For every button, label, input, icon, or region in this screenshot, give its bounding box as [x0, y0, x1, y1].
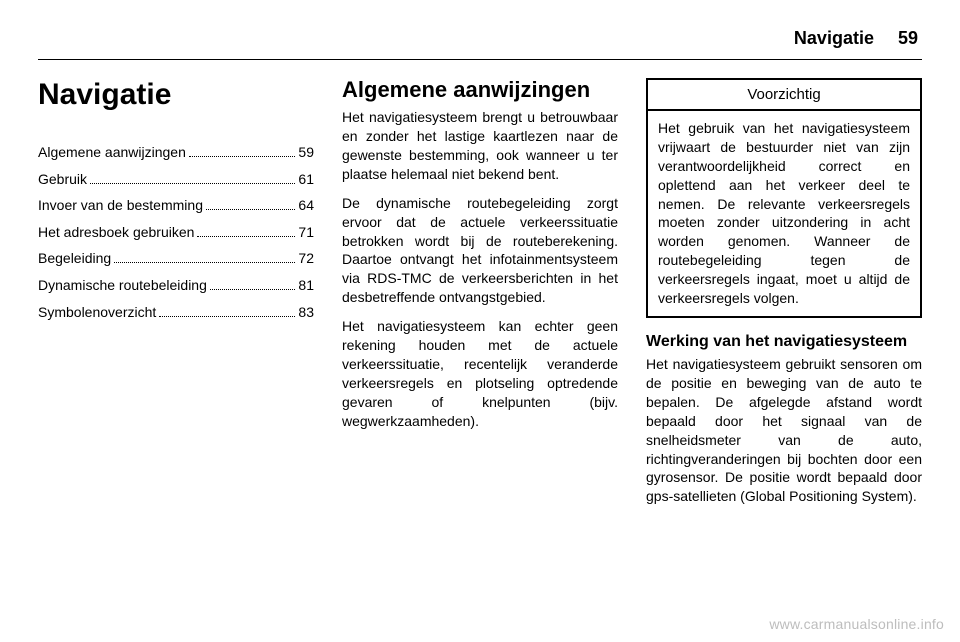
manual-page: Navigatie 59 Navigatie Algemene aanwijzi… — [0, 0, 960, 642]
paragraph: Het navigatiesysteem gebruikt sen­soren … — [646, 355, 922, 506]
toc-row: Algemene aanwijzingen 59 — [38, 139, 314, 166]
page-header: Navigatie 59 — [38, 28, 922, 49]
warning-box: Voorzichtig Het gebruik van het navigati… — [646, 78, 922, 318]
column-1: Navigatie Algemene aanwijzingen 59 Gebru… — [38, 78, 314, 516]
paragraph: Het navigatiesysteem brengt u be­trouwba… — [342, 108, 618, 184]
toc-dots — [159, 316, 295, 317]
header-page-number: 59 — [898, 28, 918, 49]
toc-page: 71 — [298, 219, 314, 246]
toc-label: Symbolenoverzicht — [38, 299, 156, 326]
toc-dots — [197, 236, 295, 237]
toc-dots — [206, 209, 295, 210]
watermark: www.carmanualsonline.info — [769, 616, 944, 632]
warning-body: Het gebruik van het navigatiesys­teem vr… — [648, 111, 920, 316]
section-title: Algemene aanwijzingen — [342, 78, 618, 102]
paragraph: De dynamische routebegeleiding zorgt erv… — [342, 194, 618, 307]
toc-row: Het adresboek gebruiken 71 — [38, 219, 314, 246]
toc-page: 83 — [298, 299, 314, 326]
toc-row: Begeleiding 72 — [38, 245, 314, 272]
toc-label: Dynamische routebeleiding — [38, 272, 207, 299]
toc-dots — [210, 289, 296, 290]
column-3: Voorzichtig Het gebruik van het navigati… — [646, 78, 922, 516]
toc-label: Begeleiding — [38, 245, 111, 272]
warning-title: Voorzichtig — [648, 80, 920, 111]
toc-label: Gebruik — [38, 166, 87, 193]
toc-page: 81 — [298, 272, 314, 299]
toc-dots — [114, 262, 295, 263]
toc-row: Invoer van de bestemming 64 — [38, 192, 314, 219]
chapter-title: Navigatie — [38, 78, 314, 111]
toc-row: Dynamische routebeleiding 81 — [38, 272, 314, 299]
toc-label: Het adresboek gebruiken — [38, 219, 194, 246]
toc-label: Algemene aanwijzingen — [38, 139, 186, 166]
header-divider — [38, 59, 922, 60]
paragraph: Het navigatiesysteem kan echter geen rek… — [342, 317, 618, 430]
toc-page: 72 — [298, 245, 314, 272]
toc-page: 61 — [298, 166, 314, 193]
header-section-title: Navigatie — [794, 28, 874, 49]
table-of-contents: Algemene aanwijzingen 59 Gebruik 61 Invo… — [38, 139, 314, 325]
toc-dots — [90, 183, 295, 184]
toc-dots — [189, 156, 296, 157]
toc-label: Invoer van de bestemming — [38, 192, 203, 219]
toc-row: Symbolenoverzicht 83 — [38, 299, 314, 326]
toc-row: Gebruik 61 — [38, 166, 314, 193]
toc-page: 64 — [298, 192, 314, 219]
sub-section-title: Werking van het navigatiesysteem — [646, 332, 922, 351]
toc-page: 59 — [298, 139, 314, 166]
content-columns: Navigatie Algemene aanwijzingen 59 Gebru… — [38, 78, 922, 516]
column-2: Algemene aanwijzingen Het navigatiesyste… — [342, 78, 618, 516]
